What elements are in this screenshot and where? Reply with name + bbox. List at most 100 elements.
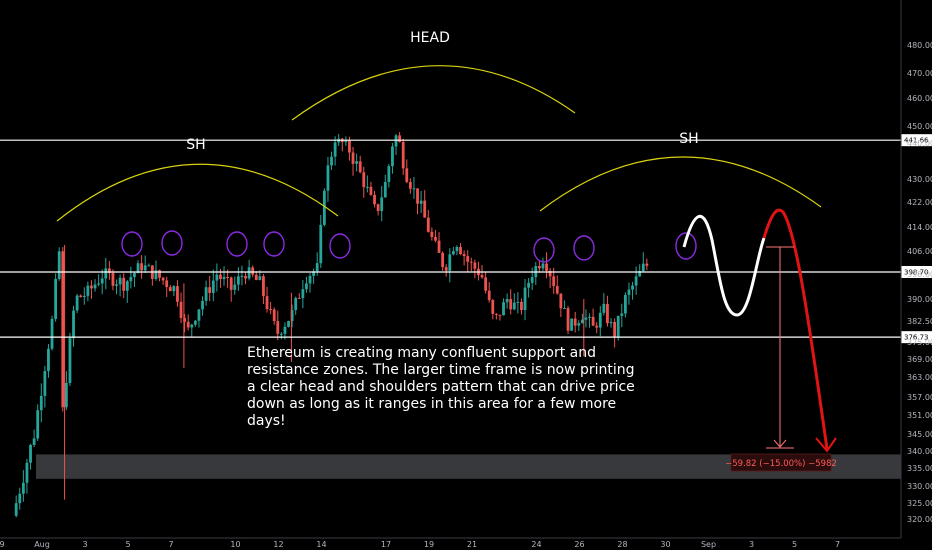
candle-body	[444, 267, 448, 271]
candle-body	[584, 317, 588, 320]
candle-body	[541, 263, 545, 269]
candle-body	[598, 312, 602, 328]
x-tick-label: Sep	[701, 540, 716, 549]
candle-body	[620, 313, 624, 316]
candle-body	[279, 333, 283, 335]
x-tick-label: 30	[660, 540, 670, 549]
candle-body	[609, 321, 613, 324]
y-tick-label: 357.00	[907, 393, 932, 402]
candle-body	[25, 462, 29, 483]
candle-body	[133, 273, 136, 278]
candle-body	[487, 290, 491, 301]
candle-body	[183, 317, 187, 322]
x-tick-label: 12	[273, 540, 283, 549]
candle-body	[240, 275, 244, 277]
candle-body	[505, 299, 509, 303]
candle-body	[297, 297, 301, 299]
candle-body	[129, 277, 133, 282]
candle-body	[79, 295, 83, 297]
y-tick-label: 460.00	[907, 94, 932, 103]
x-tick-label: 7	[168, 540, 173, 549]
candle-body	[376, 204, 380, 212]
candle-body	[258, 276, 262, 280]
candle-body	[262, 276, 265, 297]
candle-body	[401, 141, 405, 169]
candle-body	[122, 277, 126, 291]
candle-body	[204, 287, 208, 301]
x-tick-label: 5	[125, 540, 130, 549]
left-shoulder-arc	[56, 163, 339, 222]
candle-body	[61, 251, 65, 408]
head-label: HEAD	[410, 30, 450, 46]
right-shoulder-label: SH	[679, 131, 698, 147]
note-line: down as long as it ranges in this area f…	[247, 396, 616, 412]
candle-body	[208, 287, 212, 293]
y-tick-label: 345.00	[907, 430, 932, 439]
touch-markers	[121, 230, 697, 263]
y-tick-label: 422.00	[907, 198, 932, 207]
candle-body	[573, 318, 577, 326]
candle-body	[416, 188, 419, 204]
x-tick-label: 7	[835, 540, 840, 549]
x-tick-label: 9	[0, 540, 5, 549]
candle-body	[18, 493, 22, 504]
candle-body	[484, 277, 488, 291]
candle-body	[64, 382, 68, 408]
touch-circle	[263, 231, 285, 257]
candle-body	[373, 194, 376, 205]
candle-body	[294, 297, 298, 311]
candle-body	[111, 273, 115, 286]
projection-red-path	[762, 208, 829, 450]
candle-body	[502, 302, 505, 316]
y-tick-label: 325.00	[907, 499, 932, 508]
candle-body	[93, 284, 97, 289]
candle-body	[233, 284, 237, 290]
candle-body	[555, 286, 559, 294]
x-tick-label: 28	[617, 540, 627, 549]
candle-body	[530, 277, 534, 283]
candle-body	[344, 140, 348, 143]
level-label: 398.70	[904, 268, 929, 276]
note-line: a clear head and shoulders pattern that …	[247, 379, 635, 395]
candle-body	[441, 252, 445, 268]
level-label-box	[901, 331, 932, 344]
y-tick-label: 382.50	[907, 317, 932, 326]
candle-body	[305, 283, 308, 290]
candle-body	[276, 321, 280, 334]
y-tick-label: 390.00	[907, 295, 932, 304]
candle-body	[408, 181, 412, 189]
candle-body	[365, 186, 369, 188]
touch-circle	[533, 237, 555, 263]
y-tick-label: 398.00	[907, 270, 932, 279]
candle-body	[595, 325, 599, 328]
candle-body	[362, 172, 366, 188]
candle-body	[591, 316, 595, 326]
candle-body	[254, 274, 258, 280]
candle-body	[480, 275, 484, 278]
measure-arrowhead	[773, 439, 787, 448]
x-tick-label: Aug	[34, 540, 50, 549]
candle-body	[498, 314, 502, 316]
candle-body	[351, 152, 355, 164]
candle-body	[251, 267, 255, 275]
candle-body	[423, 200, 427, 218]
y-tick-label: 406.00	[907, 247, 932, 256]
candle-body	[606, 303, 609, 324]
x-tick-label: 21	[467, 540, 477, 549]
note-line: Ethereum is creating many confluent supp…	[247, 345, 596, 361]
candle-body	[577, 323, 581, 326]
candle-body	[455, 247, 459, 252]
candle-body	[154, 270, 158, 279]
level-label-box	[901, 134, 932, 147]
candle-body	[383, 181, 387, 198]
candle-body	[283, 326, 287, 334]
candle-body	[68, 338, 72, 383]
note-line: days!	[247, 413, 286, 429]
candle-body	[140, 263, 144, 271]
candle-body	[179, 301, 183, 318]
candle-body	[638, 271, 642, 277]
candle-body	[398, 135, 402, 142]
candle-body	[215, 274, 219, 281]
candle-body	[107, 268, 111, 274]
candle-body	[548, 270, 552, 277]
